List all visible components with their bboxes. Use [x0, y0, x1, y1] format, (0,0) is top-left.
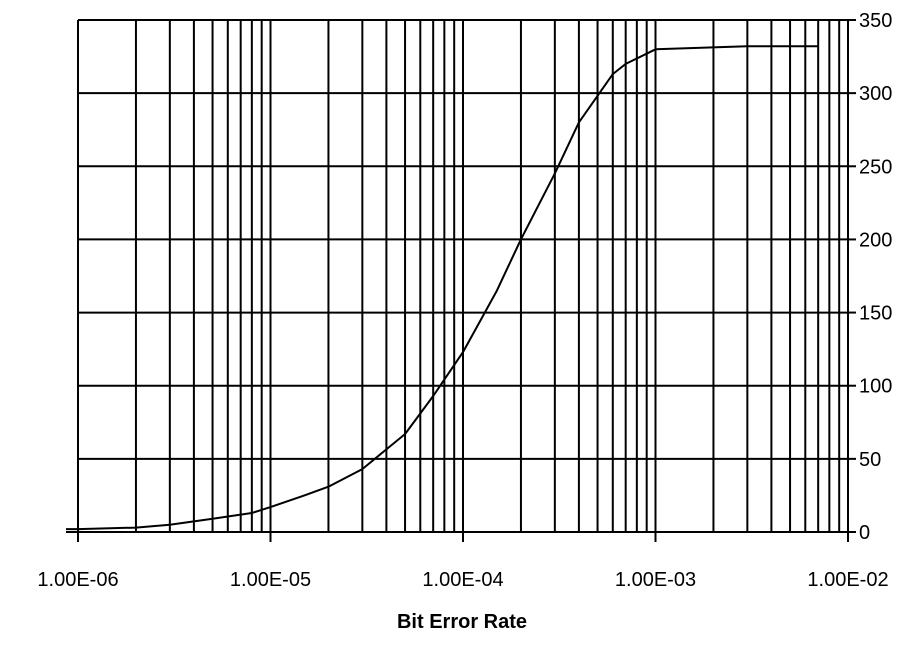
x-tick-label: 1.00E-02	[807, 569, 888, 591]
y-tick-label: 0	[859, 522, 870, 544]
x-tick-label: 1.00E-03	[615, 569, 696, 591]
x-axis-title: Bit Error Rate	[397, 611, 527, 633]
series-line	[66, 45, 819, 531]
axes	[66, 19, 856, 542]
x-tick-label: 1.00E-06	[37, 569, 118, 591]
x-tick-label: 1.00E-04	[422, 569, 503, 591]
y-tick-label: 50	[859, 449, 881, 471]
y-tick-label: 200	[859, 229, 892, 251]
y-tick-label: 350	[859, 10, 892, 32]
y-tick-label: 150	[859, 303, 892, 325]
series-layer	[66, 45, 819, 531]
y-tick-label: 250	[859, 156, 892, 178]
grid	[77, 19, 849, 533]
y-tick-label: 300	[859, 83, 892, 105]
x-tick-label: 1.00E-05	[230, 569, 311, 591]
y-tick-label: 100	[859, 376, 892, 398]
tick-labels: 1.00E-06 1.00E-05 1.00E-04 1.00E-03 1.00E-02…	[37, 10, 892, 591]
